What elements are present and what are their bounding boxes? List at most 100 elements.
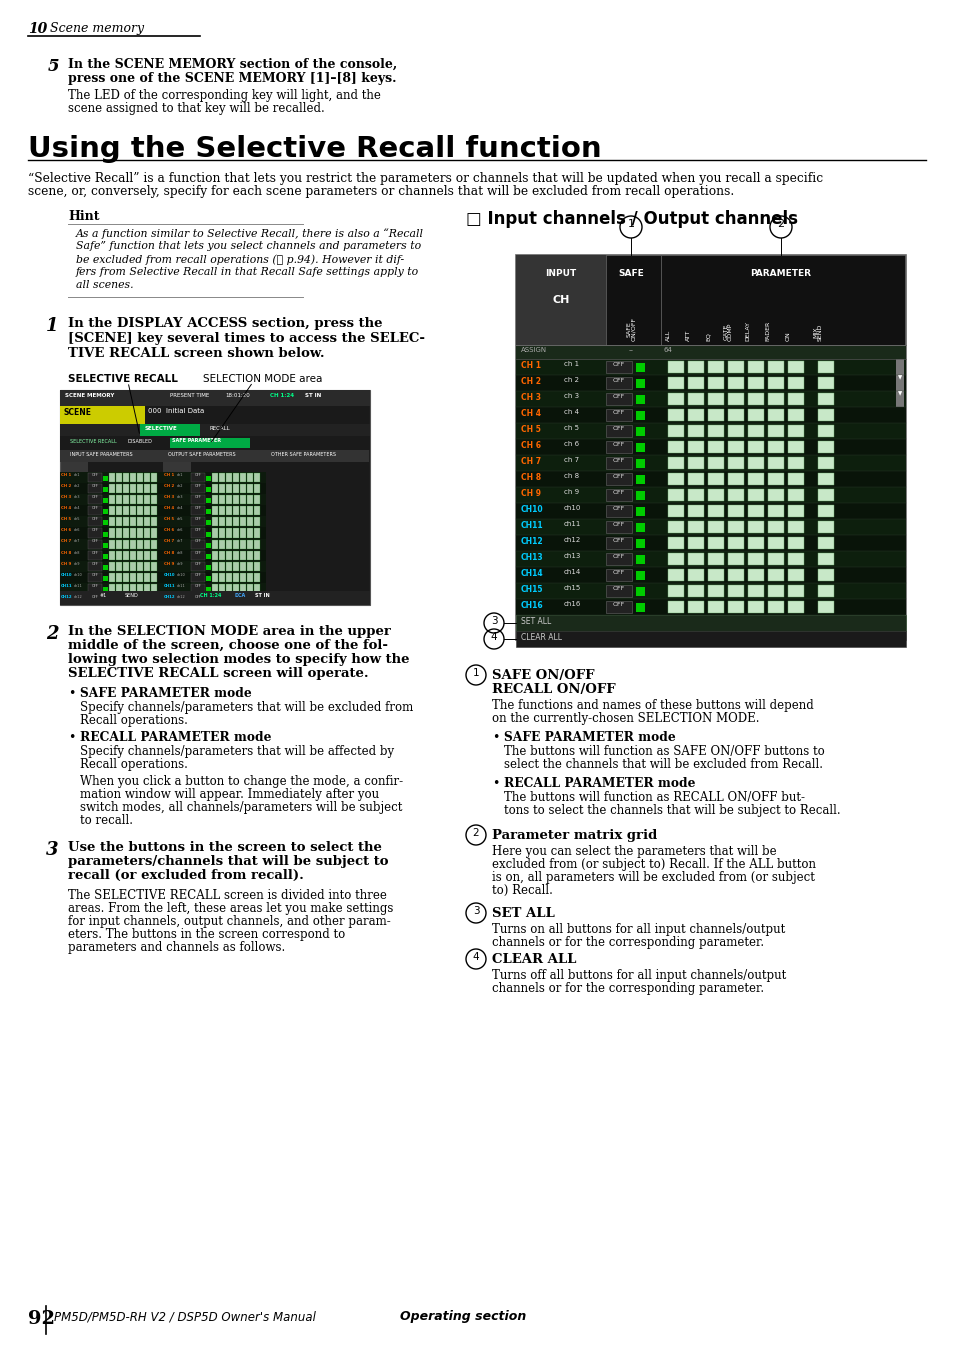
Bar [605,361,631,373]
Text: ch3: ch3 [177,496,183,499]
Bar [123,573,129,582]
Bar [116,484,122,493]
Bar [516,407,905,423]
Bar [144,507,150,515]
Bar [233,528,239,538]
Bar [144,562,150,570]
Text: SELECTIVE RECALL: SELECTIVE RECALL [68,374,177,384]
Bar [206,565,211,570]
Text: ▼: ▼ [897,390,902,396]
Bar [787,489,803,501]
Bar [516,486,905,503]
Bar [123,539,129,549]
Text: CH 5: CH 5 [164,517,174,521]
Text: CH 6: CH 6 [164,528,174,532]
Text: RECALL PARAMETER mode: RECALL PARAMETER mode [80,731,272,744]
Bar [219,551,225,559]
Text: 4: 4 [472,952,478,962]
Bar [163,494,266,505]
Text: INPUT: INPUT [545,269,576,278]
Bar [707,569,723,581]
Bar [212,573,218,582]
Bar [130,473,136,482]
Bar [206,576,211,581]
Bar [206,499,211,504]
Bar [163,571,266,582]
Bar [109,562,115,570]
Bar [163,450,266,462]
Bar [636,411,644,420]
Text: •: • [492,777,498,790]
Bar [253,473,260,482]
Bar [747,440,763,453]
Bar [667,409,683,422]
Bar [88,517,102,527]
Text: ch12: ch12 [74,594,83,598]
Bar [747,536,763,549]
Text: parameters/channels that will be subject to: parameters/channels that will be subject… [68,855,388,867]
Text: PM5D/PM5D-RH V2 / DSP5D Owner's Manual: PM5D/PM5D-RH V2 / DSP5D Owner's Manual [54,1310,315,1323]
Bar [747,521,763,534]
Bar [247,594,253,604]
Text: PARAMETER: PARAMETER [750,269,811,278]
Text: --: -- [628,347,633,353]
Bar [103,509,108,515]
Text: ch2: ch2 [74,484,80,488]
Bar [747,361,763,373]
Bar [60,494,163,505]
Bar [247,528,253,538]
Bar [707,536,723,549]
Text: scene, or, conversely, specify for each scene parameters or channels that will b: scene, or, conversely, specify for each … [28,185,734,199]
Bar [687,457,703,469]
Bar [170,438,250,449]
Bar [247,584,253,593]
Bar [151,496,157,504]
Text: CH 9: CH 9 [164,562,174,566]
Text: ch4: ch4 [177,507,183,511]
Text: The functions and names of these buttons will depend: The functions and names of these buttons… [492,698,813,712]
Bar [116,594,122,604]
Bar [727,521,743,534]
Bar [144,539,150,549]
Bar [516,255,605,345]
Bar [817,457,833,469]
Bar [787,361,803,373]
Bar [516,535,905,551]
Bar [219,539,225,549]
Text: ch7: ch7 [177,539,183,543]
Bar [60,424,370,436]
Text: 3: 3 [490,616,497,626]
Text: SET ALL: SET ALL [492,907,554,920]
Bar [767,409,783,422]
Bar [151,562,157,570]
Bar [667,536,683,549]
Text: 64: 64 [663,347,672,353]
Text: middle of the screen, choose one of the fol-: middle of the screen, choose one of the … [68,639,388,653]
Bar [130,584,136,593]
Bar [219,473,225,482]
Bar [212,584,218,593]
Text: ATT: ATT [685,330,690,340]
Text: OFF: OFF [194,507,201,511]
Text: 2: 2 [472,828,478,838]
Bar [144,551,150,559]
Text: switch modes, all channels/parameters will be subject: switch modes, all channels/parameters wi… [80,801,402,815]
Text: RECALL: RECALL [210,426,231,431]
Bar [206,509,211,515]
Text: tons to select the channels that will be subject to Recall.: tons to select the channels that will be… [503,804,840,817]
Text: OFF: OFF [612,378,624,382]
Bar [707,440,723,453]
Bar [727,585,743,597]
Text: ST IN: ST IN [305,393,321,399]
Text: OFF: OFF [612,362,624,367]
Bar [636,380,644,388]
Text: Parameter matrix grid: Parameter matrix grid [492,830,657,842]
Bar [605,569,631,581]
Bar [687,569,703,581]
Bar [137,496,143,504]
Text: OFF: OFF [91,594,98,598]
Bar [516,423,905,439]
Bar [707,553,723,565]
Bar [767,536,783,549]
Bar [516,376,905,390]
